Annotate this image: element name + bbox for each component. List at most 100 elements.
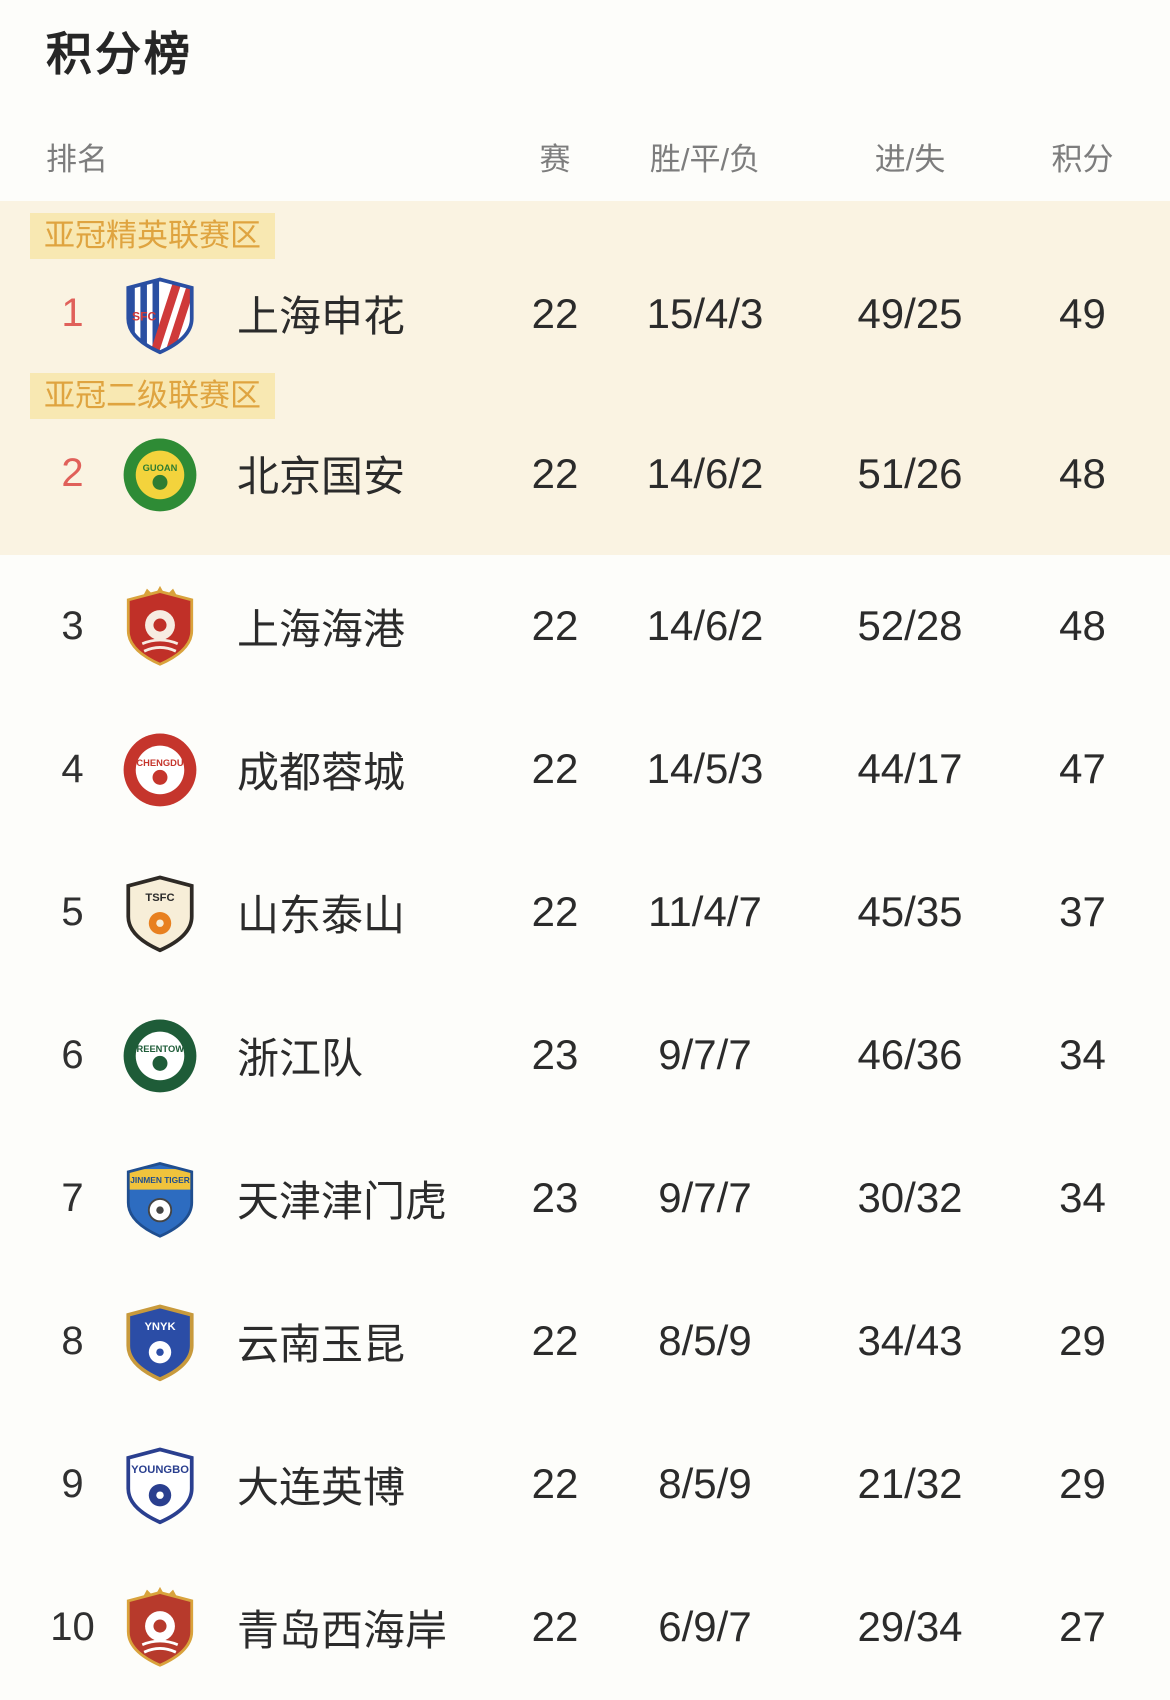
win-draw-loss: 9/7/7 [658, 1174, 752, 1222]
svg-text:JINMEN TIGER: JINMEN TIGER [130, 1175, 190, 1185]
rank-value: 2 [61, 451, 84, 496]
points: 37 [1059, 888, 1106, 936]
games-played: 22 [531, 1603, 579, 1651]
crest-shanghai-shenhua-icon: SFC [115, 268, 205, 360]
win-draw-loss: 15/4/3 [646, 289, 764, 337]
points: 34 [1059, 1174, 1106, 1222]
standings-row-zhejiang-fc: 6 GREENTOWN 浙江队 23 9/7/7 46/36 34 [0, 984, 1170, 1127]
crest-shandong-taishan-icon: TSFC [115, 866, 205, 958]
rank-value: 1 [61, 291, 84, 336]
standings-rows: 3 上海海港 22 14/6/2 52/28 48 4 CHENGDU 成都蓉城 22 14/… [0, 555, 1170, 1699]
crest-qingdao-west-coast-icon [115, 1581, 205, 1673]
goals-for-against: 45/35 [857, 888, 963, 936]
svg-text:TSFC: TSFC [145, 892, 174, 904]
standings-row-dalian-yingbo: 9 YOUNGBO 大连英博 22 8/5/9 21/32 29 [0, 1413, 1170, 1556]
rank-value: 9 [61, 1461, 84, 1506]
goals-for-against: 49/25 [857, 289, 963, 337]
team-name: 成都蓉城 [237, 748, 406, 796]
win-draw-loss: 8/5/9 [658, 1460, 752, 1508]
win-draw-loss: 14/5/3 [646, 745, 764, 793]
goals-for-against: 46/36 [857, 1031, 963, 1079]
standings-row-shanghai-port: 3 上海海港 22 14/6/2 52/28 48 [0, 555, 1170, 698]
games-played: 22 [531, 1460, 579, 1508]
goals-for-against: 29/34 [857, 1603, 963, 1651]
goals-for-against: 30/32 [857, 1174, 963, 1222]
table-header: 排名 赛 胜/平/负 进/失 积分 [0, 134, 1170, 179]
games-played: 22 [531, 745, 579, 793]
points: 29 [1059, 1460, 1106, 1508]
team-name: 北京国安 [237, 453, 406, 501]
crest-chengdu-rongcheng-icon: CHENGDU [115, 723, 205, 815]
team-name: 大连英博 [237, 1463, 406, 1511]
standings-row-qingdao-west-coast: 10 青岛西海岸 22 6/9/7 29/34 27 [0, 1556, 1170, 1699]
team-name: 山东泰山 [237, 891, 406, 939]
points: 27 [1059, 1603, 1106, 1651]
team-name: 天津津门虎 [237, 1177, 448, 1225]
team-name: 浙江队 [237, 1034, 364, 1082]
crest-tianjin-jinmen-tiger-icon: JINMEN TIGER [115, 1152, 205, 1244]
goals-for-against: 34/43 [857, 1317, 963, 1365]
goals-for-against: 21/32 [857, 1460, 963, 1508]
points: 34 [1059, 1031, 1106, 1079]
games-played: 22 [531, 888, 579, 936]
crest-dalian-yingbo-icon: YOUNGBO [115, 1438, 205, 1530]
goals-for-against: 44/17 [857, 745, 963, 793]
rank-value: 4 [61, 746, 84, 791]
svg-text:CHENGDU: CHENGDU [136, 758, 183, 768]
win-draw-loss: 14/6/2 [646, 602, 764, 650]
win-draw-loss: 9/7/7 [658, 1031, 752, 1079]
win-draw-loss: 8/5/9 [658, 1317, 752, 1365]
rank-value: 7 [61, 1175, 84, 1220]
points: 49 [1059, 289, 1106, 337]
games-played: 22 [531, 1317, 579, 1365]
header-games: 赛 [539, 141, 571, 177]
rank-value: 8 [61, 1318, 84, 1363]
svg-text:GUOAN: GUOAN [143, 463, 178, 473]
team-name: 云南玉昆 [237, 1320, 406, 1368]
win-draw-loss: 14/6/2 [646, 449, 764, 497]
games-played: 23 [531, 1174, 579, 1222]
afc-zone-label: 亚冠二级联赛区 [30, 372, 275, 419]
crest-beijing-guoan-icon: GUOAN [115, 428, 205, 520]
games-played: 22 [531, 449, 579, 497]
team-name: 上海申花 [237, 293, 406, 341]
rank-value: 10 [50, 1604, 95, 1649]
win-draw-loss: 11/4/7 [648, 888, 762, 936]
rank-value: 5 [61, 889, 84, 934]
afc-highlight-zone: 亚冠精英联赛区 1 SFC 上海申花 22 15/4/3 49/25 49 亚冠二级联赛区 2 … [0, 200, 1170, 555]
points: 48 [1059, 602, 1106, 650]
rank-value: 6 [61, 1032, 84, 1077]
standings-row-beijing-guoan: 2 GUOAN 北京国安 22 14/6/2 51/26 48 [0, 419, 1170, 529]
goals-for-against: 51/26 [857, 449, 963, 497]
crest-yunnan-yukun-icon: YNYK [115, 1295, 205, 1387]
standings-row-tianjin-jinmen-tiger: 7 JINMEN TIGER 天津津门虎 23 9/7/7 30/32 34 [0, 1127, 1170, 1270]
win-draw-loss: 6/9/7 [658, 1603, 752, 1651]
header-points: 积分 [1051, 141, 1114, 177]
standings-row-chengdu-rongcheng: 4 CHENGDU 成都蓉城 22 14/5/3 44/17 47 [0, 698, 1170, 841]
svg-text:SFC: SFC [132, 309, 156, 323]
header-win-draw-loss: 胜/平/负 [649, 141, 761, 177]
standings-row-shanghai-shenhua: 1 SFC 上海申花 22 15/4/3 49/25 49 [0, 259, 1170, 369]
svg-text:YNYK: YNYK [144, 1321, 175, 1333]
points: 48 [1059, 449, 1106, 497]
svg-text:YOUNGBO: YOUNGBO [131, 1464, 189, 1476]
games-played: 22 [531, 289, 579, 337]
page-title: 积分榜 [46, 28, 193, 80]
games-played: 23 [531, 1031, 579, 1079]
games-played: 22 [531, 602, 579, 650]
goals-for-against: 52/28 [857, 602, 963, 650]
crest-zhejiang-fc-icon: GREENTOWN [115, 1009, 205, 1101]
standings-row-yunnan-yukun: 8 YNYK 云南玉昆 22 8/5/9 34/43 29 [0, 1270, 1170, 1413]
points: 29 [1059, 1317, 1106, 1365]
points: 47 [1059, 745, 1106, 793]
svg-text:GREENTOWN: GREENTOWN [129, 1044, 191, 1054]
team-name: 上海海港 [237, 605, 406, 653]
header-rank: 排名 [46, 141, 108, 177]
header-goals: 进/失 [874, 141, 946, 177]
afc-zone-label: 亚冠精英联赛区 [30, 212, 275, 259]
team-name: 青岛西海岸 [237, 1606, 448, 1654]
standings-row-shandong-taishan: 5 TSFC 山东泰山 22 11/4/7 45/35 37 [0, 841, 1170, 984]
rank-value: 3 [61, 603, 84, 648]
crest-shanghai-port-icon [115, 580, 205, 672]
